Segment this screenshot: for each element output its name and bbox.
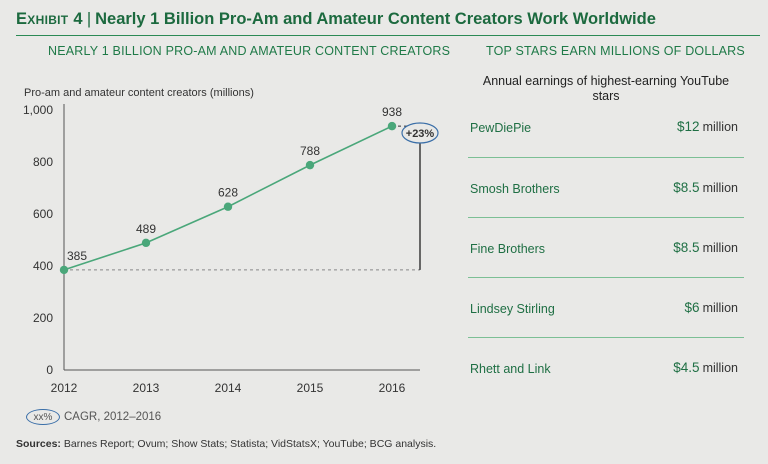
x-tick-label: 2012 xyxy=(51,381,78,395)
cagr-legend-symbol: xx% xyxy=(26,409,60,425)
earnings-subtitle: Annual earnings of highest-earning YouTu… xyxy=(482,74,730,103)
y-tick-label: 1,000 xyxy=(23,103,53,117)
exhibit-title: Exhibit 4 | Nearly 1 Billion Pro-Am and Am… xyxy=(16,10,656,29)
sources-note: Sources: Barnes Report; Ovum; Show Stats… xyxy=(16,438,436,450)
x-tick-label: 2015 xyxy=(297,381,324,395)
data-point xyxy=(305,160,315,170)
data-point xyxy=(141,238,151,248)
star-name: Smosh Brothers xyxy=(470,182,560,196)
earnings-unit: million xyxy=(702,361,738,375)
exhibit-heading: Nearly 1 Billion Pro-Am and Amateur Cont… xyxy=(95,10,656,28)
star-earnings: $12 million xyxy=(677,118,738,136)
earnings-unit: million xyxy=(702,120,738,134)
data-label: 938 xyxy=(382,105,402,119)
earnings-value: $12 xyxy=(677,119,700,134)
right-section-title: TOP STARS EARN MILLIONS OF DOLLARS xyxy=(486,44,745,58)
star-earnings: $8.5 million xyxy=(673,179,738,197)
data-label: 628 xyxy=(218,186,238,200)
earnings-unit: million xyxy=(702,181,738,195)
exhibit-number: Exhibit 4 xyxy=(16,10,83,28)
data-point xyxy=(387,121,397,131)
data-point xyxy=(59,265,69,275)
earnings-value: $8.5 xyxy=(673,180,700,195)
data-label: 385 xyxy=(67,249,87,263)
earnings-value: $4.5 xyxy=(673,360,700,375)
earnings-value: $8.5 xyxy=(673,240,700,255)
left-section-title: NEARLY 1 BILLION PRO-AM AND AMATEUR CONT… xyxy=(48,44,451,58)
title-rule xyxy=(16,35,760,36)
sources-label: Sources: xyxy=(16,438,61,450)
x-tick-label: 2014 xyxy=(215,381,242,395)
data-points xyxy=(59,121,397,275)
cagr-annotation: +23% xyxy=(64,122,439,271)
cagr-legend-label: CAGR, 2012–2016 xyxy=(64,411,162,423)
star-earnings: $6 million xyxy=(685,299,738,317)
earnings-unit: million xyxy=(702,301,738,315)
earnings-unit: million xyxy=(702,241,738,255)
data-label: 489 xyxy=(136,222,156,236)
star-name: Rhett and Link xyxy=(470,362,551,376)
y-tick-label: 800 xyxy=(33,155,53,169)
cagr-legend: xx% CAGR, 2012–2016 xyxy=(26,408,161,426)
star-earnings: $4.5 million xyxy=(673,359,738,377)
data-point xyxy=(223,202,233,211)
data-label: 788 xyxy=(300,144,320,158)
sources-text: Barnes Report; Ovum; Show Stats; Statist… xyxy=(63,438,437,450)
star-earnings: $8.5 million xyxy=(673,239,738,257)
earnings-table: PewDiePie $12 million Smosh Brothers $8.5… xyxy=(468,97,744,397)
y-tick-label: 600 xyxy=(33,207,53,221)
x-tick-label: 2016 xyxy=(379,381,406,395)
star-name: PewDiePie xyxy=(470,121,532,135)
y-tick-label: 400 xyxy=(33,259,53,273)
star-name: Lindsey Stirling xyxy=(470,302,555,316)
earnings-value: $6 xyxy=(684,300,700,315)
y-tick-label: 0 xyxy=(46,363,53,377)
title-separator: | xyxy=(86,10,92,28)
table-row: Lindsey Stirling $6 million xyxy=(468,277,744,337)
table-row: Rhett and Link $4.5 million xyxy=(468,337,744,397)
x-axis-ticks: 2012 2013 2014 2015 2016 xyxy=(51,381,406,395)
table-row: PewDiePie $12 million xyxy=(468,97,744,157)
table-row: Smosh Brothers $8.5 million xyxy=(468,157,744,217)
table-row: Fine Brothers $8.5 million xyxy=(468,217,744,277)
y-axis-label: Pro-am and amateur content creators (mil… xyxy=(24,87,254,99)
star-name: Fine Brothers xyxy=(470,242,546,256)
y-tick-label: 200 xyxy=(33,311,53,325)
y-axis-ticks: 0 200 400 600 800 1,000 xyxy=(23,103,53,377)
x-tick-label: 2013 xyxy=(133,381,160,395)
data-labels: 385 489 628 788 938 xyxy=(67,105,402,263)
cagr-ellipse xyxy=(401,122,439,144)
cagr-label: +23% xyxy=(406,128,435,140)
